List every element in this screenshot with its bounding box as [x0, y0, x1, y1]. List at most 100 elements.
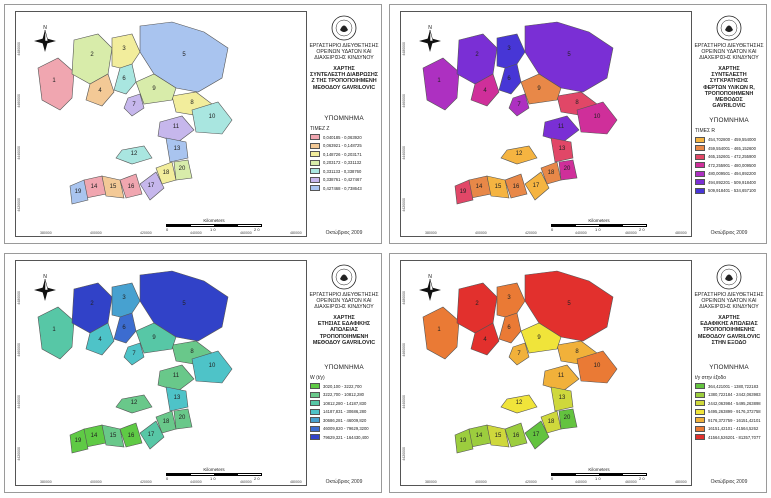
sub-basin-6	[113, 312, 137, 344]
sub-basin-7	[508, 93, 530, 117]
sub-basin-13	[550, 386, 574, 412]
sub-basin-label: 5	[182, 301, 186, 307]
sub-basin-7	[508, 342, 530, 366]
map-title-line: ΦΕΡΤΩΝ ΥΛΙΚΩΝ R,	[703, 84, 755, 91]
legend-item: 14187,831 - 30686,280	[310, 408, 380, 417]
legend-item: 2442,063984 - 5495,263898	[695, 399, 765, 408]
legend-range: 10812,280 - 14187,830	[323, 400, 367, 406]
legend-range: 30686,281 - 46009,820	[323, 417, 367, 423]
laboratory-name-line: ΔΙΑΧΕΙΡΙΣΗΣ ΚΙΝΔΥΝΟΥ	[314, 304, 374, 310]
sub-basin-label: 5	[567, 301, 571, 307]
laboratory-name-line: ΕΡΓΑΣΤΗΡΙΟ ΔΙΕΥΘΕΤΗΣΗΣ	[309, 292, 379, 298]
legend-swatch	[695, 408, 705, 415]
map-frame: 1 2 3 4 5 6 7 8 9 10 11 12 13 14 15 16 17 18 19 20 380000 400…	[15, 260, 307, 486]
sub-basin-label: 11	[173, 124, 180, 130]
scale-bar: Kilometers 0 1 0 2 0	[166, 467, 262, 481]
map-frame: 1 2 3 4 5 6 7 8 9 10 11 12 13 14 15 16 17 18 19 20 380000 400…	[400, 11, 692, 237]
legend-range: 472,255901 - 480,009500	[708, 162, 756, 168]
coordinate-tick-x: 400000	[90, 480, 102, 484]
legend-swatch	[310, 134, 320, 141]
sub-basin-label: 18	[163, 419, 170, 425]
map-title-line: ΧΑΡΤΗΣ	[718, 315, 740, 321]
coordinate-tick-x: 400000	[475, 480, 487, 484]
map-panel-retention-coefficient: 1 2 3 4 5 6 7 8 9 10 11 12 13 14 15 16 17 18 19 20 380000 400…	[389, 4, 767, 244]
sub-basin-label: 17	[533, 432, 540, 438]
sub-basin-label: 3	[507, 46, 511, 52]
sub-basin-15	[101, 175, 125, 199]
sub-basin-label: 12	[516, 400, 523, 406]
legend-item: 79629,321 - 164430,400	[310, 433, 380, 442]
sub-basin-label: 19	[75, 438, 82, 444]
map-title-line: ΕΤΗΣΙΑΣ ΕΔΑΦΙΚΗΣ	[317, 321, 371, 328]
sub-basin-label: 15	[110, 184, 117, 190]
sub-basin-label: 9	[537, 86, 541, 92]
sub-basin-15	[486, 175, 510, 199]
coordinate-tick-x: 480000	[290, 231, 302, 235]
sub-basin-4	[85, 322, 115, 356]
legend-range: 0,203172 - 0,331132	[323, 160, 362, 166]
coordinate-tick-y: 4480000	[17, 42, 21, 56]
coordinate-tick-x: 440000	[575, 480, 587, 484]
legend-swatch	[695, 391, 705, 398]
sub-basin-label: 17	[148, 432, 155, 438]
coordinate-tick-y: 4460000	[17, 343, 21, 357]
coordinate-tick-y: 4440000	[17, 146, 21, 160]
legend-range: 0,427468 - 0,738643	[323, 185, 362, 191]
sub-basin-label: 7	[132, 351, 136, 357]
scale-tick-label: 2 0	[639, 476, 645, 481]
sub-basin-9	[520, 322, 562, 354]
scale-caption: Kilometers	[588, 467, 610, 472]
map-title-line: ΣΥΝΤΕΛΕΣΤΗ ΔΙΑΒΡΩΣΗΣ	[310, 72, 378, 79]
laboratory-name-line: ΔΙΑΧΕΙΡΙΣΗΣ ΚΙΝΔΥΝΟΥ	[699, 304, 759, 310]
legend-item: 5495,263899 - 9176,372758	[695, 408, 765, 417]
legend-range: 454,702800 - 459,554000	[708, 137, 756, 143]
coordinate-tick-x: 460000	[625, 231, 637, 235]
legend-item: 364,421001 - 1380,722183	[695, 382, 765, 391]
legend-range: 459,554001 - 465,152600	[708, 145, 756, 151]
sub-basin-label: 8	[575, 100, 579, 106]
legend-swatch	[695, 136, 705, 143]
map-title-line: ΣΤΗΝ ΕΞΟΔΟ	[711, 339, 747, 346]
legend-range: 14187,831 - 30686,280	[323, 409, 367, 415]
map-title: ΧΑΡΤΗΣ ΣΥΝΤΕΛΕΣΤΗ ΣΥΓΚΡΑΤΗΣΗΣ ΦΕΡΤΩΝ ΥΛΙΚΩΝ…	[692, 66, 766, 109]
coordinate-tick-y: 4420000	[402, 198, 406, 212]
legend-item: 0,148726 - 0,203171	[310, 150, 380, 159]
legend-item: 3020,100 - 3222,700	[310, 382, 380, 391]
coordinate-tick-x: 380000	[40, 231, 52, 235]
legend-item: 494,892201 - 509,918400	[695, 178, 765, 187]
sub-basin-label: 3	[122, 46, 126, 52]
sub-basin-11	[542, 364, 580, 392]
coordinate-tick-x: 460000	[240, 231, 252, 235]
sub-basin-label: 17	[148, 183, 155, 189]
sub-basin-label: 16	[513, 433, 520, 439]
sub-basin-13	[165, 137, 189, 163]
legend: 0,040185 - 0,063920 0,063921 - 0,148725 0,…	[310, 133, 380, 193]
sub-basin-label: 19	[460, 438, 467, 444]
sub-basin-1	[37, 57, 75, 111]
map-panel-annual-soil-loss: 1 2 3 4 5 6 7 8 9 10 11 12 13 14 15 16 17 18 19 20 380000 400…	[4, 253, 382, 493]
scale-tick-label: 2 0	[254, 476, 260, 481]
map-title: ΧΑΡΤΗΣ ΕΔΑΦΙΚΗΣ ΑΠΩΛΕΙΑΣ ΤΡΟΠΟΠΟΙΗΜΕΝΗΣ ΜΕΘ…	[692, 315, 766, 346]
sub-basin-17	[524, 171, 550, 201]
sub-basin-label: 20	[179, 415, 186, 421]
sub-basin-label: 10	[594, 363, 601, 369]
map-title-line: ΤΡΟΠΟΠΟΙΗΜΕΝΗ	[319, 333, 369, 340]
north-letter: N	[428, 25, 432, 31]
sub-basin-label: 2	[90, 52, 94, 58]
legend-swatch	[310, 400, 320, 407]
legend-units: t/y στην έξοδο	[695, 375, 727, 381]
sub-basin-label: 2	[475, 52, 479, 58]
legend-swatch	[695, 187, 705, 194]
legend-heading: ΥΠΟΜΝΗΜΑ	[324, 364, 364, 371]
legend-swatch	[310, 159, 320, 166]
sub-basin-label: 20	[564, 415, 571, 421]
sub-basin-label: 14	[91, 433, 98, 439]
sub-basin-label: 8	[190, 349, 194, 355]
legend-item: 1380,722184 - 2442,063983	[695, 391, 765, 400]
legend-range: 0,331133 - 0,338760	[323, 168, 362, 174]
sub-basin-label: 19	[75, 189, 82, 195]
scale-tick-label: 0	[551, 227, 554, 232]
coordinate-tick-y: 4420000	[17, 447, 21, 461]
coordinate-tick-x: 460000	[625, 480, 637, 484]
